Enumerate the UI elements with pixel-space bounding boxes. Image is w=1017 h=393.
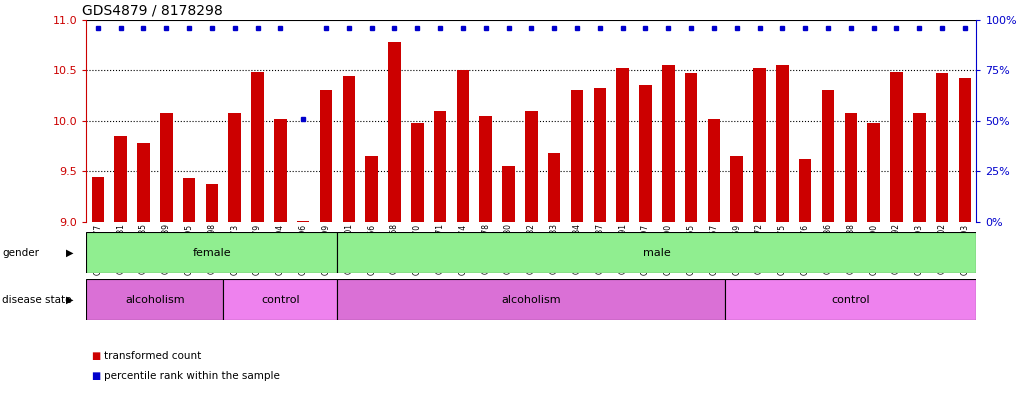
Text: gender: gender [2, 248, 39, 257]
Bar [457, 70, 469, 222]
Bar [640, 85, 652, 222]
Text: alcoholism: alcoholism [501, 295, 561, 305]
Bar [92, 176, 104, 222]
Bar [86, 232, 338, 273]
Text: transformed count: transformed count [104, 351, 201, 361]
Bar [411, 123, 423, 222]
Bar [224, 279, 338, 320]
Bar [365, 156, 378, 222]
Bar [275, 119, 287, 222]
Bar [525, 111, 538, 222]
Text: ▶: ▶ [66, 248, 73, 257]
Bar [571, 90, 584, 222]
Bar [616, 68, 629, 222]
Bar [86, 279, 224, 320]
Bar [338, 279, 725, 320]
Bar [662, 65, 674, 222]
Bar [708, 119, 720, 222]
Text: GDS4879 / 8178298: GDS4879 / 8178298 [82, 3, 223, 17]
Bar [684, 73, 698, 222]
Bar [844, 113, 857, 222]
Bar [776, 65, 788, 222]
Bar [343, 76, 355, 222]
Text: female: female [192, 248, 231, 257]
Bar [754, 68, 766, 222]
Bar [319, 90, 333, 222]
Bar [338, 232, 976, 273]
Bar [160, 113, 173, 222]
Text: ▶: ▶ [66, 295, 73, 305]
Bar [502, 166, 515, 222]
Bar [822, 90, 834, 222]
Bar [251, 72, 263, 222]
Text: male: male [643, 248, 671, 257]
Bar [548, 153, 560, 222]
Bar [137, 143, 149, 222]
Bar [114, 136, 127, 222]
Bar [594, 88, 606, 222]
Text: control: control [261, 295, 300, 305]
Text: ■: ■ [92, 351, 101, 361]
Bar [725, 279, 976, 320]
Text: ■: ■ [92, 371, 101, 382]
Bar [799, 159, 812, 222]
Bar [959, 78, 971, 222]
Bar [205, 184, 219, 222]
Bar [868, 123, 880, 222]
Bar [229, 113, 241, 222]
Bar [183, 178, 195, 222]
Bar [890, 72, 903, 222]
Text: disease state: disease state [2, 295, 71, 305]
Bar [936, 73, 949, 222]
Bar [297, 221, 309, 222]
Text: percentile rank within the sample: percentile rank within the sample [104, 371, 280, 382]
Bar [479, 116, 492, 222]
Bar [913, 113, 925, 222]
Bar [388, 42, 401, 222]
Text: alcoholism: alcoholism [125, 295, 185, 305]
Text: control: control [832, 295, 871, 305]
Bar [730, 156, 743, 222]
Bar [434, 111, 446, 222]
